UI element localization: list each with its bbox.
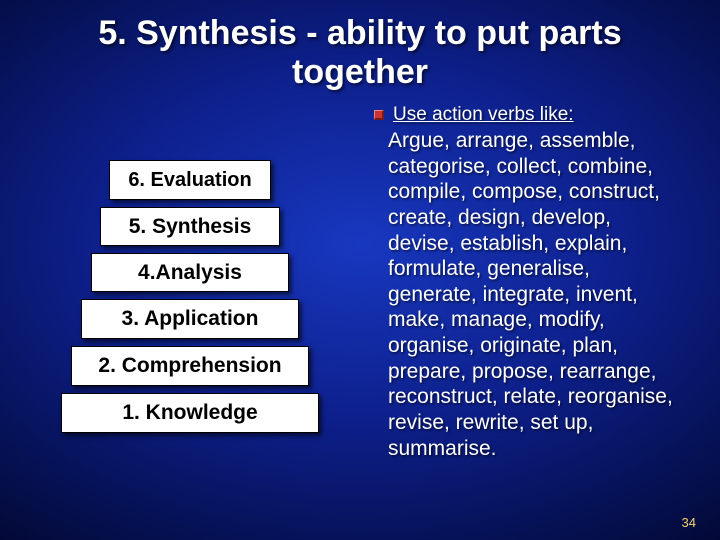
text-column: Use action verbs like: Argue, arrange, a…	[350, 102, 690, 461]
square-bullet-icon	[374, 110, 384, 120]
pyramid: 6. Evaluation 5. Synthesis 4.Analysis 3. Ap…	[61, 160, 319, 433]
pyramid-level-4: 4.Analysis	[91, 253, 289, 292]
pyramid-level-2: 2. Comprehension	[71, 346, 309, 386]
content-area: 6. Evaluation 5. Synthesis 4.Analysis 3. Ap…	[0, 92, 720, 461]
pyramid-level-3: 3. Application	[81, 299, 299, 339]
pyramid-level-5: 5. Synthesis	[100, 207, 280, 246]
pyramid-level-1: 1. Knowledge	[61, 393, 319, 433]
body-text: Argue, arrange, assemble, categorise, co…	[356, 126, 690, 461]
pyramid-column: 6. Evaluation 5. Synthesis 4.Analysis 3. Ap…	[30, 102, 350, 461]
pyramid-level-6: 6. Evaluation	[109, 160, 271, 200]
lead-line: Use action verbs like:	[374, 104, 690, 126]
page-number: 34	[682, 515, 696, 530]
lead-text: Use action verbs like:	[393, 104, 574, 126]
slide-title: 5. Synthesis - ability to put parts toge…	[0, 0, 720, 92]
